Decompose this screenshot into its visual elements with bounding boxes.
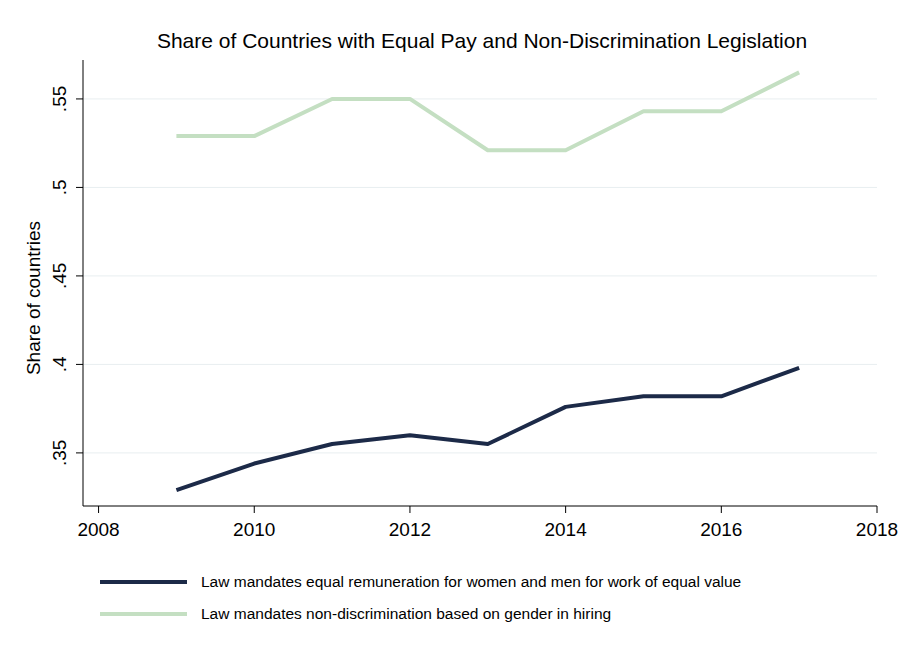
y-axis xyxy=(83,60,84,506)
title: Share of Countries with Equal Pay and No… xyxy=(157,29,807,52)
series-group xyxy=(176,72,799,490)
series-line xyxy=(176,72,799,150)
y-tick xyxy=(76,187,83,188)
chart: Share of Countries with Equal Pay and No… xyxy=(0,0,918,667)
x-axis xyxy=(83,506,877,507)
x-tick-label: 2016 xyxy=(700,519,742,540)
y-axis-label: Share of countries xyxy=(23,221,44,375)
y-tick-label: .4 xyxy=(49,356,70,372)
legend-swatch xyxy=(100,612,187,616)
y-tick xyxy=(76,452,83,453)
legend-label: Law mandates non-discrimination based on… xyxy=(201,605,611,622)
y-tick-label: .45 xyxy=(49,263,70,289)
x-tick-label: 2012 xyxy=(389,519,431,540)
y-tick-label: .35 xyxy=(49,440,70,466)
y-tick-label: .55 xyxy=(49,86,70,112)
series-line xyxy=(176,368,799,490)
grid-line xyxy=(83,364,877,365)
x-tick xyxy=(565,506,566,513)
x-tick xyxy=(409,506,410,513)
x-tick xyxy=(721,506,722,513)
legend-label: Law mandates equal remuneration for wome… xyxy=(201,573,741,590)
grid-line xyxy=(83,275,877,276)
x-tick-label: 2014 xyxy=(544,519,587,540)
x-tick-label: 2010 xyxy=(233,519,275,540)
x-tick-label: 2008 xyxy=(77,519,119,540)
grid-line xyxy=(83,98,877,99)
grid-line xyxy=(83,187,877,188)
x-tick xyxy=(98,506,99,513)
y-tick-label: .5 xyxy=(49,179,70,195)
x-tick xyxy=(254,506,255,513)
grid-line xyxy=(83,452,877,453)
legend-swatch xyxy=(100,580,187,584)
y-tick xyxy=(76,364,83,365)
legend: Law mandates equal remuneration for wome… xyxy=(100,573,741,622)
x-tick xyxy=(877,506,878,513)
y-tick xyxy=(76,98,83,99)
background xyxy=(0,0,918,667)
x-tick-label: 2018 xyxy=(856,519,898,540)
y-tick xyxy=(76,275,83,276)
